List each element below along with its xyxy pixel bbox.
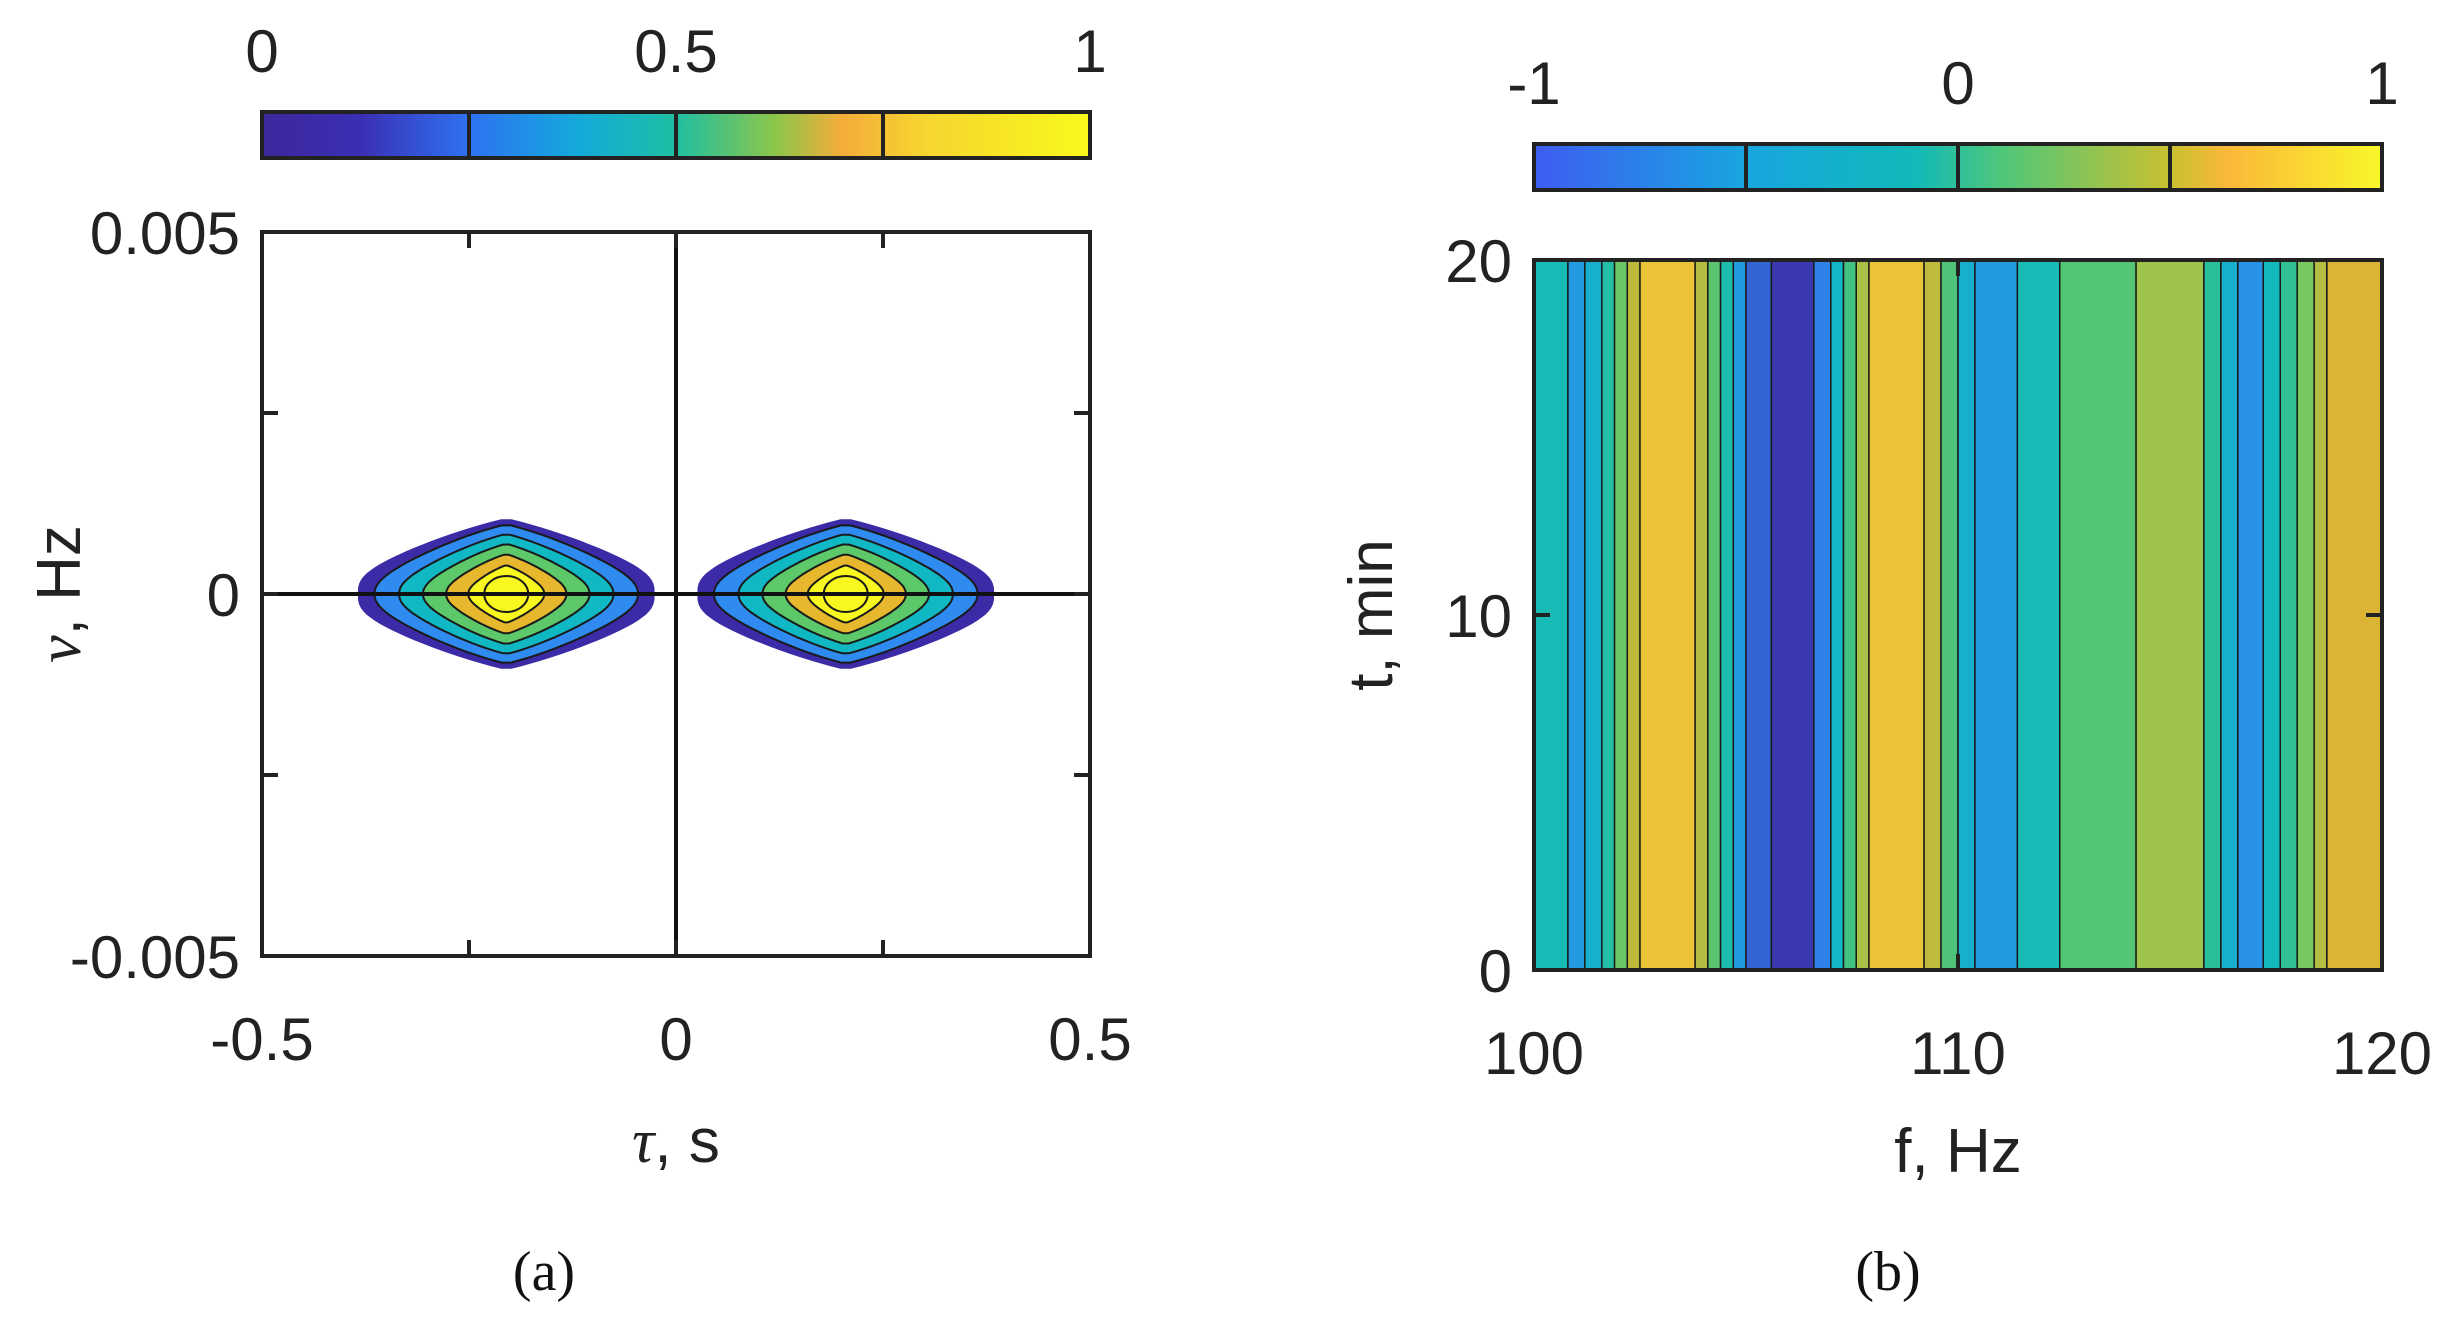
- panel-b-colorbar-ticks: [1532, 144, 2384, 190]
- frequency-band: [1855, 259, 1870, 971]
- frequency-band: [2016, 259, 2061, 971]
- panel-b-ytick-label: 20: [1445, 228, 1512, 295]
- panel-b-xtick-label: 100: [1484, 1020, 1584, 1087]
- panel-a-xtick-label: -0.5: [210, 1006, 313, 1073]
- frequency-band: [2237, 259, 2265, 971]
- panel-a-ytick-label: 0: [207, 562, 240, 629]
- panel-a-xtick-label: 0.5: [1048, 1006, 1131, 1073]
- frequency-band: [2203, 259, 2222, 971]
- panel-b-ytick-label: 10: [1445, 583, 1512, 650]
- panel-a: 0 0.5 1 -0.5 0 0.5 -0.005 0 0.005 τ, s ν…: [25, 18, 1132, 1303]
- panel-b-y-axis-label: t, min: [1337, 539, 1406, 691]
- frequency-band: [1868, 259, 1925, 971]
- panel-b-xtick-label: 120: [2332, 1020, 2432, 1087]
- panel-a-ytick-label: 0.005: [90, 200, 240, 267]
- frequency-band: [1974, 259, 2019, 971]
- frequency-band: [1707, 259, 1722, 971]
- panel-a-colorbar-label-min: 0: [245, 18, 278, 85]
- panel-a-colorbar-label-max: 1: [1073, 18, 1106, 85]
- panel-b-x-axis-label: f, Hz: [1894, 1117, 2021, 1186]
- panel-a-caption: (a): [513, 1241, 575, 1303]
- frequency-band: [1732, 259, 1747, 971]
- frequency-band: [1694, 259, 1709, 971]
- panel-b-colorbar-label-min: -1: [1507, 50, 1560, 117]
- frequency-band: [1957, 259, 1976, 971]
- frequency-band: [1923, 259, 1942, 971]
- panel-b-colorbar-label-mid: 0: [1941, 50, 1974, 117]
- frequency-band: [2135, 259, 2205, 971]
- panel-b-caption: (b): [1855, 1241, 1920, 1303]
- frequency-band: [1639, 259, 1696, 971]
- panel-b-heatmap: [1533, 259, 2383, 971]
- frequency-band: [2059, 259, 2137, 971]
- frequency-band: [2313, 259, 2328, 971]
- frequency-band: [1719, 259, 1735, 971]
- frequency-band: [1830, 259, 1845, 971]
- frequency-band: [1613, 259, 1629, 971]
- frequency-band: [1842, 259, 1857, 971]
- panel-b-colorbar-label-max: 1: [2365, 50, 2398, 117]
- panel-a-colorbar-ticks: [260, 112, 1092, 158]
- frequency-band: [1567, 259, 1586, 971]
- frequency-band: [2262, 259, 2281, 971]
- panel-b-ytick-label: 0: [1479, 938, 1512, 1005]
- frequency-band: [2279, 259, 2298, 971]
- frequency-band: [1601, 259, 1616, 971]
- frequency-band: [1626, 259, 1641, 971]
- frequency-band: [1745, 259, 1773, 971]
- panel-b-xtick-label: 110: [1910, 1020, 2006, 1087]
- panel-a-plot-frame: [260, 230, 1092, 958]
- frequency-band: [2220, 259, 2239, 971]
- panel-a-ytick-label: -0.005: [70, 924, 240, 991]
- panel-a-y-axis-label: ν, Hz: [25, 525, 94, 663]
- frequency-band: [1584, 259, 1603, 971]
- panel-b: -1 0 1 100 110 120 0 10 20 f, Hz t, min …: [1337, 50, 2432, 1303]
- frequency-band: [1940, 259, 1959, 971]
- panel-b-plot-frame: [1532, 258, 2384, 972]
- frequency-band: [2296, 259, 2315, 971]
- panel-a-colorbar-label-mid: 0.5: [634, 18, 717, 85]
- frequency-band: [1813, 259, 1832, 971]
- panel-a-x-axis-label: τ, s: [632, 1107, 720, 1176]
- frequency-band: [1770, 259, 1815, 971]
- panel-a-xtick-label: 0: [659, 1006, 692, 1073]
